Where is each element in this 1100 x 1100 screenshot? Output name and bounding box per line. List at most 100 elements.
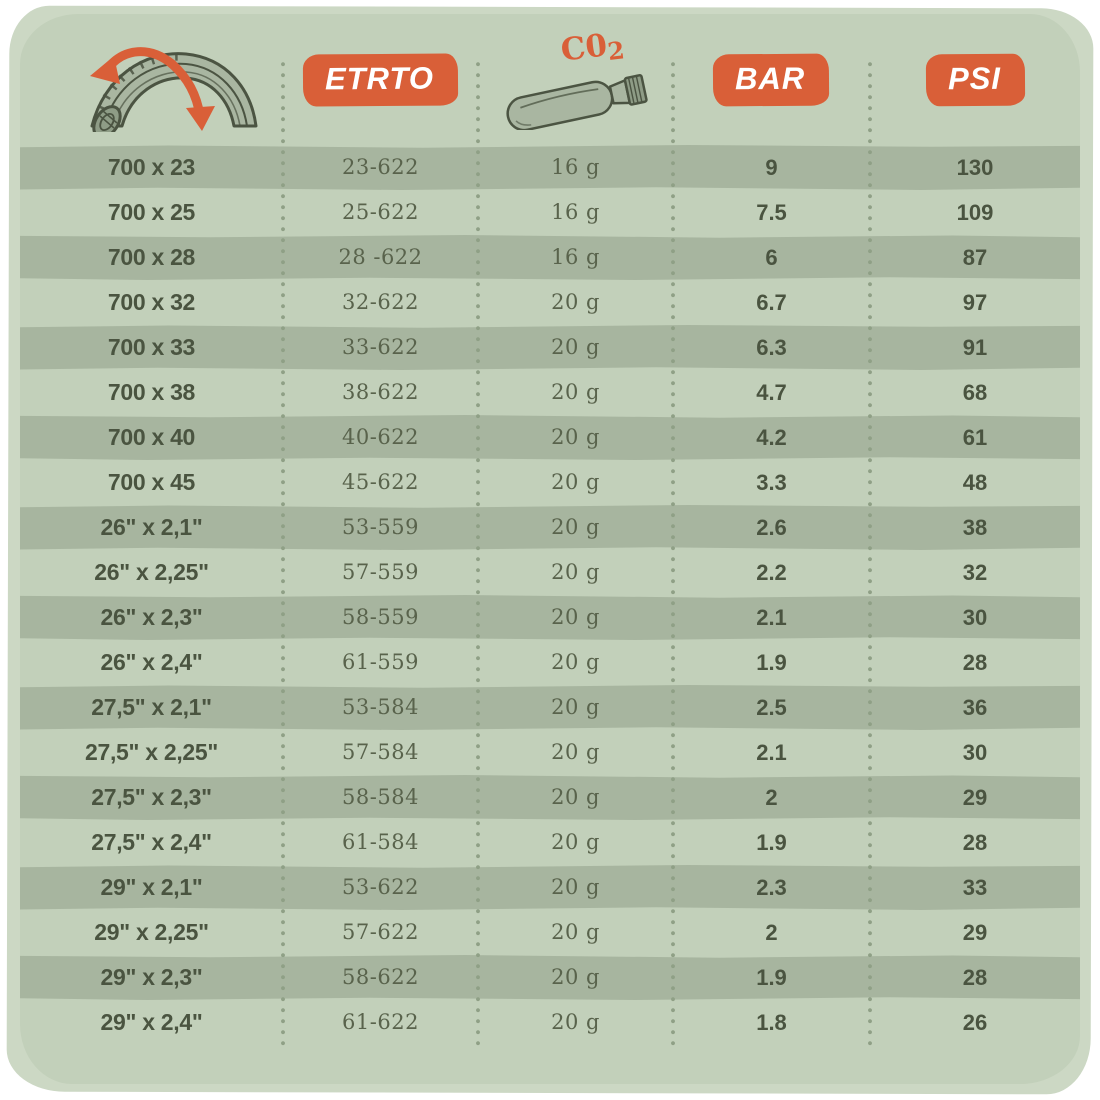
table-cell-etrto: 61-584 [342, 830, 419, 854]
table-cell-size: 27,5" x 2,4" [91, 829, 212, 855]
table-cell-co2: 20 g [551, 425, 600, 449]
table-cell-size: 27,5" x 2,1" [91, 694, 212, 720]
table-cell-psi: 28 [962, 649, 988, 675]
table-cell-size: 700 x 28 [107, 244, 196, 270]
table-cell-size: 26" x 2,4" [100, 649, 203, 675]
table-cell-etrto: 53-559 [342, 515, 419, 539]
table-cell-etrto: 53-622 [342, 875, 419, 899]
table-cell-psi: 97 [962, 289, 988, 315]
table-cell-bar: 2.3 [756, 874, 787, 900]
table-body: 700 x 23 23-622 16 g 9 1 30 700 x 25 25-622 16 g… [20, 145, 1080, 1045]
table-cell-bar: 2.1 [756, 604, 787, 630]
table-cell-psi: 29 [962, 784, 988, 810]
table-cell-psi: 29 [962, 919, 988, 945]
co2-label: C02 [558, 26, 627, 69]
table-cell-size: 700 x 38 [107, 379, 196, 405]
table-cell-co2: 20 g [551, 785, 600, 809]
table-cell-etrto: 38-622 [342, 380, 419, 404]
table-cell-size: 700 x 23 [107, 154, 196, 180]
table-cell-co2: 20 g [551, 470, 600, 494]
table-cell-size: 700 x 40 [107, 424, 196, 450]
table-row: 700 x 33 33-622 20 g 6.3 91 [20, 325, 1080, 370]
table-cell-size: 27,5" x 2,25" [84, 739, 218, 765]
table-row: 700 x 45 45-622 20 g 3.3 48 [20, 460, 1080, 505]
table-cell-psi: 28 [962, 829, 988, 855]
table-cell-bar: 2.6 [756, 514, 787, 540]
table-cell-etrto: 45-622 [342, 470, 419, 494]
table-row: 29" x 2,1" 53-622 20 g 2.3 33 [20, 865, 1080, 910]
table-cell-size: 700 x 33 [107, 334, 196, 360]
table-cell-bar: 4.2 [756, 424, 787, 450]
header-etrto-column: ETRTO [302, 52, 459, 107]
table-cell-etrto: 58-559 [342, 605, 419, 629]
table-cell-co2: 20 g [551, 830, 600, 854]
table-cell-etrto: 53-584 [342, 695, 419, 719]
table-cell-size: 26" x 2,1" [100, 514, 203, 540]
table-row: 700 x 32 32-622 20 g 6.7 97 [20, 280, 1080, 325]
table-row: 29" x 2,4" 61-622 20 g 1.8 26 [20, 1000, 1080, 1045]
header-bar-column: BAR [713, 53, 830, 106]
table-cell-bar: 6.3 [756, 334, 787, 360]
table-cell-bar: 2.1 [756, 739, 787, 765]
table-cell-size: 26" x 2,3" [100, 604, 203, 630]
table-cell-etrto: 61-559 [342, 650, 419, 674]
table-cell-psi: 91 [962, 334, 988, 360]
table-cell-psi: 36 [962, 694, 988, 720]
table-cell-psi: 32 [962, 559, 988, 585]
table-cell-co2: 20 g [551, 965, 600, 989]
table-row: 26" x 2,1" 53-559 20 g 2.6 38 [20, 505, 1080, 550]
table-row: 700 x 38 38-622 20 g 4.7 68 [20, 370, 1080, 415]
table-cell-co2: 20 g [551, 740, 600, 764]
table-cell-bar: 1.9 [756, 829, 787, 855]
table-row: 26" x 2,3" 58-559 20 g 2.1 30 [20, 595, 1080, 640]
table-cell-co2: 20 g [551, 650, 600, 674]
table-cell-bar: 2.2 [756, 559, 787, 585]
table-cell-co2: 20 g [551, 380, 600, 404]
table-cell-co2: 20 g [551, 515, 600, 539]
bar-badge: BAR [713, 53, 830, 106]
column-separator-dotted [476, 62, 480, 1052]
table-row: 27,5" x 2,1" 53-584 20 g 2.5 36 [20, 685, 1080, 730]
etrto-badge: ETRTO [302, 52, 459, 107]
table-cell-co2: 16 g [551, 200, 600, 224]
table-row: 700 x 25 25-622 16 g 7.5 109 [20, 190, 1080, 235]
table-cell-etrto: 23-622 [342, 155, 419, 179]
table-cell-co2: 20 g [551, 1010, 600, 1034]
table-header: ETRTO C02 BAR [20, 14, 1080, 145]
table-cell-co2: 16 g [551, 245, 600, 269]
table-cell-size: 29" x 2,4" [100, 1009, 203, 1035]
table-cell-size: 27,5" x 2,3" [91, 784, 212, 810]
header-psi-column: PSI [925, 53, 1025, 106]
table-cell-co2: 20 g [551, 605, 600, 629]
table-cell-co2: 20 g [551, 695, 600, 719]
table-row: 700 x 40 40-622 20 g 4.2 61 [20, 415, 1080, 460]
table-cell-size: 700 x 45 [107, 469, 196, 495]
table-cell-bar: 4.7 [756, 379, 787, 405]
table-cell-co2: 20 g [551, 290, 600, 314]
table-cell-co2: 20 g [551, 560, 600, 584]
table-cell-size: 29" x 2,25" [94, 919, 209, 945]
table-cell-psi: 30 [962, 604, 988, 630]
table-cell-bar: 6.7 [756, 289, 787, 315]
table-cell-psi: 26 [962, 1009, 988, 1035]
tire-cross-section-with-arrows-icon [89, 46, 257, 132]
header-co2-column: C02 [500, 26, 652, 130]
co2-cartridge-icon [505, 73, 648, 130]
table-cell-co2: 20 g [551, 920, 600, 944]
column-separator-dotted [671, 62, 675, 1052]
table-cell-co2: 20 g [551, 875, 600, 899]
table-cell-bar: 2.5 [756, 694, 787, 720]
table-cell-psi: 33 [962, 874, 988, 900]
table-cell-bar: 1.8 [756, 1009, 787, 1035]
table-row: 27,5" x 2,3" 58-584 20 g 2 29 [20, 775, 1080, 820]
pressure-chart-card: ETRTO C02 BAR [20, 14, 1080, 1084]
table-cell-psi: 38 [962, 514, 988, 540]
table-row: 26" x 2,25" 57-559 20 g 2.2 32 [20, 550, 1080, 595]
table-cell-psi: 30 [962, 739, 988, 765]
table-cell-psi: 28 [962, 964, 988, 990]
table-cell-etrto: 57-584 [342, 740, 419, 764]
table-cell-co2: 20 g [551, 335, 600, 359]
table-cell-size: 29" x 2,1" [100, 874, 203, 900]
table-cell-psi: 68 [962, 379, 988, 405]
